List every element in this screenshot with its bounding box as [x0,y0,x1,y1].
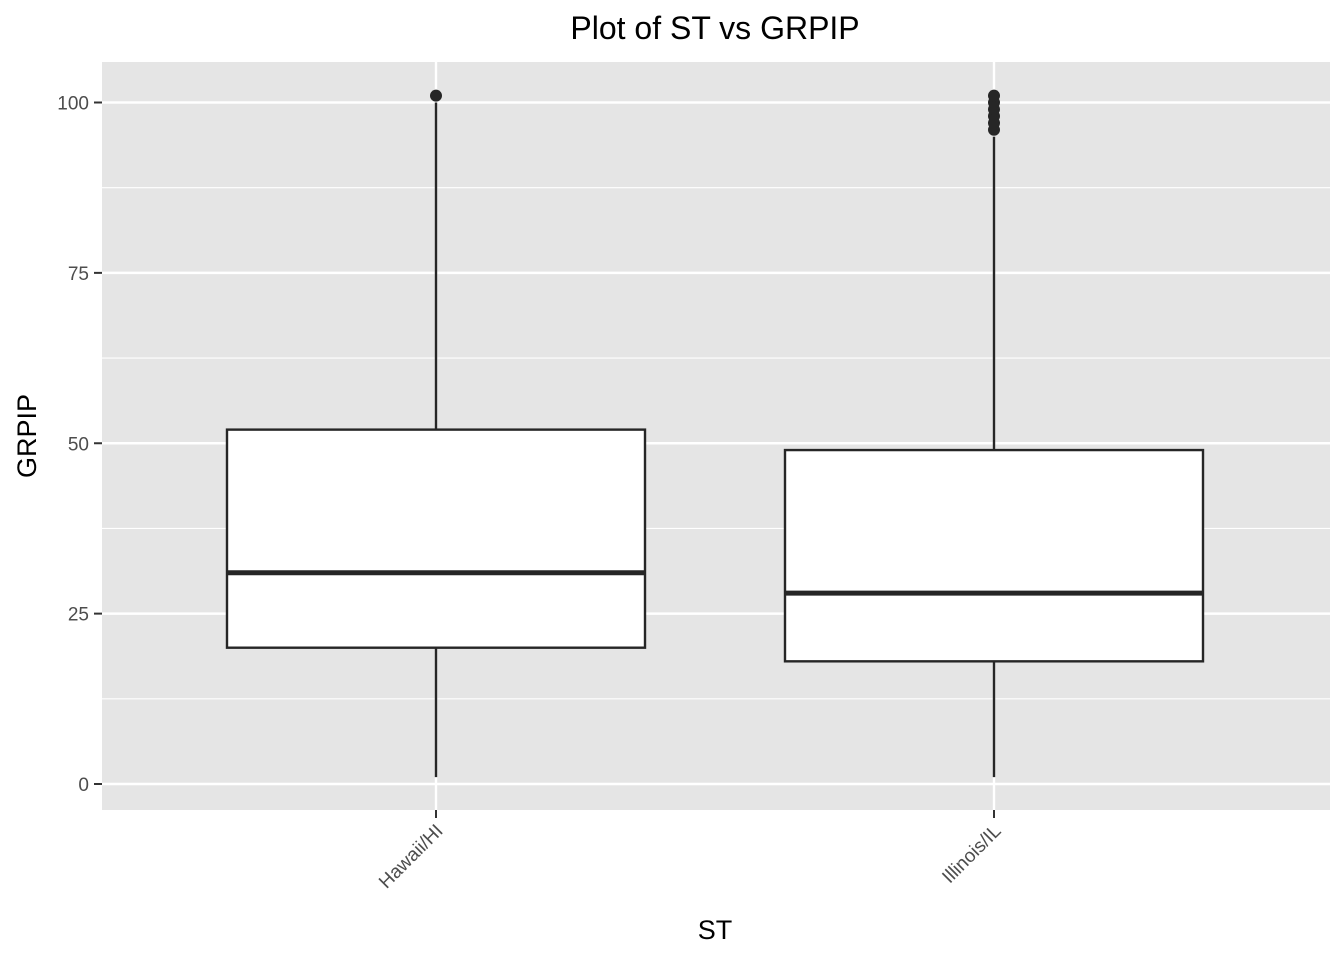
y-tick-label: 50 [68,434,89,455]
box-series [225,89,1205,778]
x-axis: Hawaii/HI Illinois/IL [375,810,1006,893]
y-axis-title: GRPIP [12,394,42,478]
box-hawaii-hi [225,89,647,778]
chart-title: Plot of ST vs GRPIP [570,10,859,46]
y-tick-label: 100 [57,94,89,115]
x-tick-label: Hawaii/HI [375,821,447,893]
y-axis: 0 25 50 75 100 [57,94,102,796]
interquartile-box [225,428,647,649]
y-tick-label: 25 [68,605,89,626]
box-illinois-il [783,89,1205,778]
x-tick-label: Illinois/IL [938,821,1005,888]
outlier-point [430,89,442,102]
y-tick-label: 0 [78,775,89,796]
y-tick-label: 75 [68,264,89,285]
x-axis-title: ST [698,915,733,945]
interquartile-box [783,448,1205,663]
outlier-point [988,89,1000,102]
